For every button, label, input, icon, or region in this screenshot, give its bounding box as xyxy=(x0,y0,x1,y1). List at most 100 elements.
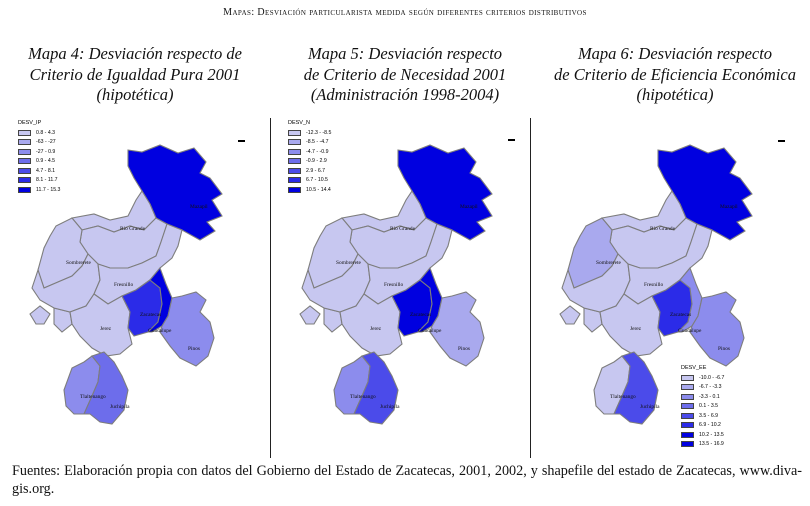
region-juchipila xyxy=(83,351,129,425)
legend-swatch xyxy=(288,139,301,146)
legend-swatch xyxy=(288,167,301,174)
legend-label: 2.9 - 6.7 xyxy=(306,167,326,174)
legend-item: 10.5 - 14.4 xyxy=(288,185,331,195)
place-label-fresnillo: Fresnillo xyxy=(644,282,663,288)
legend-swatch xyxy=(681,422,694,429)
region-juchipila xyxy=(613,351,659,425)
place-label-jerez: Jerez xyxy=(370,326,382,332)
legend-item: 8.1 - 11.7 xyxy=(18,176,60,186)
place-label-mazapil: Mazapil xyxy=(720,204,738,210)
legend-label: 10.2 - 13.5 xyxy=(699,431,724,438)
legend-label: 4.7 - 8.1 xyxy=(36,167,56,174)
north-mark xyxy=(778,140,785,142)
place-label-juchipila: Juchipila xyxy=(380,404,400,410)
legend-swatch xyxy=(288,129,301,136)
legend-swatch xyxy=(681,403,694,410)
legend-swatch xyxy=(288,177,301,184)
map-6-panel: Mazapil Rio Grande Sombrerete Fresnillo Zaca… xyxy=(540,118,802,458)
legend-label: 13.5 - 16.9 xyxy=(699,441,724,448)
region-pinos xyxy=(689,291,745,367)
legend-label: 3.5 - 6.9 xyxy=(699,412,719,419)
legend-swatch xyxy=(681,393,694,400)
map-4-panel: Mazapil Rio Grande Sombrerete Fresnillo Zaca… xyxy=(10,118,272,458)
legend-swatch xyxy=(18,158,31,165)
panel-divider xyxy=(270,118,271,458)
legend-item: 6.7 - 10.5 xyxy=(288,176,331,186)
legend-label: -0.9 - 2.9 xyxy=(306,158,327,165)
legend-item: -8.5 - -4.7 xyxy=(288,138,331,148)
legend-swatch xyxy=(18,177,31,184)
place-label-zacatecas: Zacatecas xyxy=(670,312,691,318)
map-6-title: Mapa 6: Desviación respecto de Criterio … xyxy=(540,44,810,106)
north-mark xyxy=(508,139,515,141)
legend-item: 13.5 - 16.9 xyxy=(681,440,724,450)
legend-swatch xyxy=(681,412,694,419)
place-label-zacatecas: Zacatecas xyxy=(410,312,431,318)
place-label-jerez: Jerez xyxy=(630,326,642,332)
legend-label: -63 - -27 xyxy=(36,139,56,146)
map-5-panel: Mazapil Rio Grande Sombrerete Fresnillo Zaca… xyxy=(280,118,542,458)
legend-item: -12.3 - -8.5 xyxy=(288,128,331,138)
place-label-tlaltenango: Tlaltenango xyxy=(350,394,376,400)
place-label-guadalupe: Guadalupe xyxy=(148,328,172,334)
place-label-tlaltenango: Tlaltenango xyxy=(610,394,636,400)
legend-item: -10.0 - -6.7 xyxy=(681,373,724,383)
map-title-line: de Criterio de Eficiencia Económica xyxy=(554,64,796,84)
legend-label: -6.7 - -3.3 xyxy=(699,384,722,391)
municipality-region xyxy=(29,305,51,325)
north-mark xyxy=(238,140,245,142)
region-juchipila xyxy=(353,351,399,425)
legend-item: -27 - 0.9 xyxy=(18,147,60,157)
legend-label: 0.8 - 4.3 xyxy=(36,129,56,136)
map-5-legend: DESV_N -12.3 - -8.5 -8.5 - -4.7 -4.7 - -0.9… xyxy=(288,120,331,195)
place-label-zacatecas: Zacatecas xyxy=(140,312,161,318)
place-label-sombrerete: Sombrerete xyxy=(596,260,621,266)
source-note: Fuentes: Elaboración propia con datos de… xyxy=(12,463,802,497)
legend-item: 10.2 - 13.5 xyxy=(681,430,724,440)
place-label-mazapil: Mazapil xyxy=(190,204,208,210)
legend-swatch xyxy=(18,129,31,136)
legend-item: -63 - -27 xyxy=(18,138,60,148)
legend-label: -12.3 - -8.5 xyxy=(306,129,332,136)
map-5-title: Mapa 5: Desviación respecto de Criterio … xyxy=(270,44,540,106)
place-label-pinos: Pinos xyxy=(458,346,470,352)
map-title-line: Mapa 5: Desviación respecto xyxy=(307,44,503,63)
legend-item: 4.7 - 8.1 xyxy=(18,166,60,176)
zacatecas-map: Mazapil Rio Grande Sombrerete Fresnillo Zaca… xyxy=(559,144,753,425)
place-label-guadalupe: Guadalupe xyxy=(418,328,442,334)
legend-swatch xyxy=(18,186,31,193)
place-label-guadalupe: Guadalupe xyxy=(678,328,702,334)
region-zacatecas xyxy=(146,266,173,333)
legend-label: -10.0 - -6.7 xyxy=(699,374,725,381)
legend-swatch xyxy=(681,431,694,438)
map-title-line: Mapa 6: Desviación respecto xyxy=(577,44,773,63)
legend-label: 6.7 - 10.5 xyxy=(306,177,328,184)
map-title-line: Mapa 4: Desviación respecto de xyxy=(28,44,242,63)
legend-item: -4.7 - -0.9 xyxy=(288,147,331,157)
map-title-line: (Administración 1998-2004) xyxy=(310,85,500,104)
map-title-line: Criterio de Igualdad Pura 2001 xyxy=(29,64,241,84)
legend-label: -8.5 - -4.7 xyxy=(306,139,329,146)
map-4-legend: DESV_IP 0.8 - 4.3 -63 - -27 -27 - 0.9 0.9 - … xyxy=(18,120,60,195)
place-label-jerez: Jerez xyxy=(100,326,112,332)
legend-title: DESV_IP xyxy=(18,120,42,126)
place-label-fresnillo: Fresnillo xyxy=(384,282,403,288)
legend-swatch xyxy=(288,186,301,193)
place-label-fresnillo: Fresnillo xyxy=(114,282,133,288)
legend-item: 11.7 - 15.3 xyxy=(18,185,60,195)
legend-label: 6.9 - 10.2 xyxy=(699,422,721,429)
legend-swatch xyxy=(18,148,31,155)
region-zacatecas xyxy=(416,266,443,333)
legend-label: -4.7 - -0.9 xyxy=(306,148,329,155)
place-label-juchipila: Juchipila xyxy=(110,404,130,410)
legend-item: 0.9 - 4.5 xyxy=(18,157,60,167)
legend-item: -3.3 - 0.1 xyxy=(681,392,724,402)
municipality-region xyxy=(299,305,321,325)
legend-item: 2.9 - 6.7 xyxy=(288,166,331,176)
legend-swatch xyxy=(681,374,694,381)
legend-item: 0.8 - 4.3 xyxy=(18,128,60,138)
legend-label: 0.1 - 3.5 xyxy=(699,403,719,410)
figure-suptitle: Mapas: Desviación particularista medida … xyxy=(223,7,587,18)
legend-swatch xyxy=(681,384,694,391)
place-label-rio-grande: Rio Grande xyxy=(120,226,146,232)
